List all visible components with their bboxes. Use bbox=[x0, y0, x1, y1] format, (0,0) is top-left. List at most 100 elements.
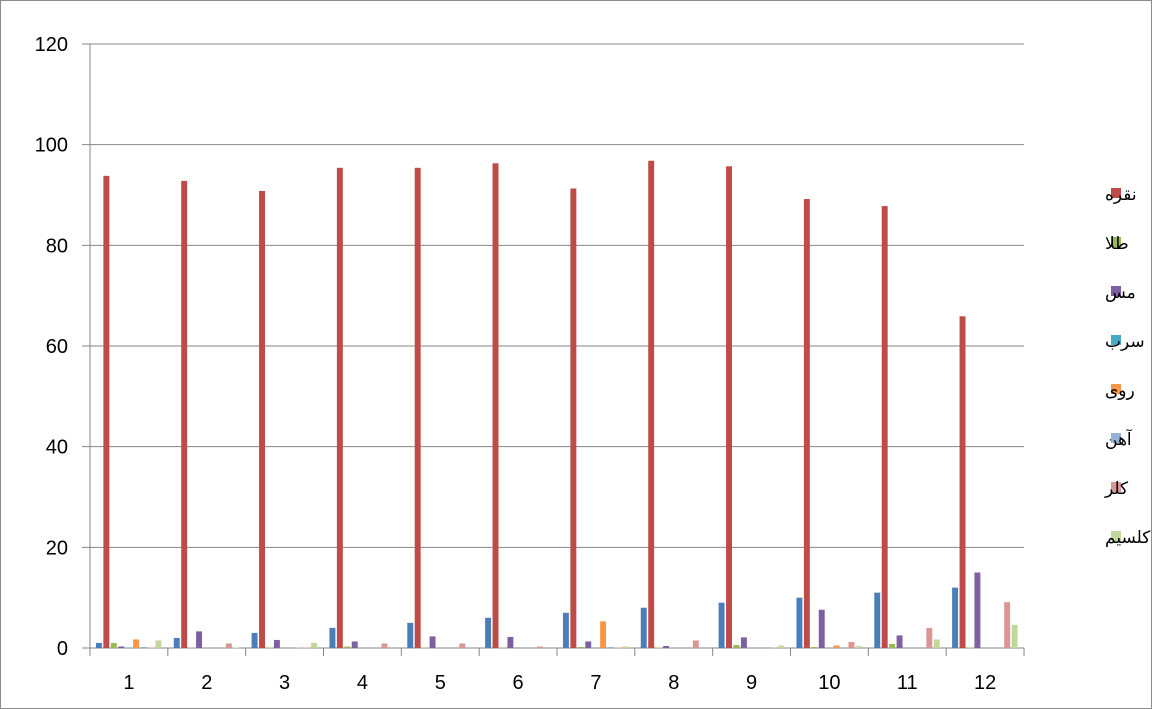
bar bbox=[273, 639, 280, 648]
bar bbox=[155, 640, 162, 648]
bar bbox=[585, 641, 592, 648]
bar bbox=[740, 637, 747, 648]
bar bbox=[344, 646, 351, 648]
bar bbox=[351, 641, 358, 648]
bar bbox=[889, 643, 896, 648]
bar bbox=[196, 631, 203, 648]
bar bbox=[492, 163, 499, 649]
legend-swatch bbox=[1111, 237, 1121, 247]
bar bbox=[140, 646, 147, 648]
bar bbox=[303, 647, 310, 649]
bar bbox=[259, 190, 265, 648]
bar bbox=[181, 180, 188, 648]
x-tick-label: 1 bbox=[123, 672, 134, 694]
legend-swatch bbox=[1111, 531, 1121, 541]
legend-label: کلر bbox=[1104, 479, 1129, 499]
bar bbox=[648, 160, 655, 649]
bar bbox=[507, 636, 514, 648]
legend-label: مس bbox=[1105, 283, 1136, 303]
bar bbox=[952, 587, 959, 648]
x-tick-label: 9 bbox=[746, 672, 757, 694]
x-tick-label: 12 bbox=[974, 672, 996, 694]
bar bbox=[607, 646, 614, 648]
legend-label: روی bbox=[1105, 381, 1135, 401]
bar bbox=[640, 607, 647, 648]
legend: نقره طلا مس سرب روی آهن کلر کلسیم bbox=[1104, 185, 1151, 548]
bar bbox=[974, 572, 981, 648]
legend-swatch bbox=[1111, 384, 1121, 394]
bar bbox=[663, 645, 670, 648]
bar bbox=[570, 188, 577, 648]
bar bbox=[485, 617, 492, 648]
legend-label: طلا bbox=[1105, 234, 1129, 254]
y-tick-label: 0 bbox=[57, 638, 68, 660]
bar bbox=[803, 199, 810, 648]
y-tick-label: 40 bbox=[46, 437, 68, 459]
legend-swatch bbox=[1111, 433, 1121, 443]
bar bbox=[833, 645, 840, 648]
bar bbox=[622, 646, 629, 648]
x-tick-label: 6 bbox=[513, 672, 524, 694]
legend-swatch bbox=[1111, 482, 1121, 492]
bar bbox=[796, 597, 803, 648]
bar bbox=[537, 646, 544, 648]
x-tick-label: 11 bbox=[897, 672, 918, 694]
bar bbox=[311, 642, 318, 648]
bar bbox=[429, 636, 436, 648]
y-tick-label: 100 bbox=[35, 135, 68, 157]
bar bbox=[1004, 602, 1011, 648]
bar bbox=[896, 635, 903, 648]
bar bbox=[296, 647, 303, 649]
bar bbox=[266, 647, 273, 649]
legend-swatch bbox=[1111, 335, 1121, 345]
y-tick-label: 120 bbox=[35, 34, 68, 56]
y-tick-label: 20 bbox=[46, 537, 68, 559]
bar bbox=[329, 627, 336, 648]
bar bbox=[811, 646, 818, 648]
bar bbox=[959, 316, 966, 648]
legend-swatch bbox=[1111, 188, 1121, 198]
bar bbox=[855, 645, 862, 648]
bar bbox=[499, 647, 506, 649]
x-tick-label: 7 bbox=[590, 672, 601, 694]
bar bbox=[718, 602, 725, 648]
bar bbox=[733, 644, 740, 648]
bar bbox=[103, 175, 110, 648]
x-tick-label: 3 bbox=[279, 672, 290, 694]
bar bbox=[966, 647, 973, 649]
axes bbox=[89, 44, 1025, 656]
legend-label: کلسیم bbox=[1105, 528, 1151, 548]
bar bbox=[95, 642, 102, 648]
bar bbox=[110, 642, 117, 648]
bar bbox=[336, 167, 343, 648]
bar bbox=[615, 647, 621, 649]
bar bbox=[881, 206, 888, 648]
bar bbox=[692, 640, 699, 648]
gridlines bbox=[82, 43, 1024, 649]
y-tick-label: 80 bbox=[46, 235, 68, 257]
bar bbox=[381, 643, 388, 648]
legend-label: نقره bbox=[1105, 185, 1137, 205]
bar bbox=[118, 646, 125, 648]
x-tick-label: 2 bbox=[201, 672, 212, 694]
bar bbox=[818, 609, 825, 648]
x-tick-label: 8 bbox=[668, 672, 679, 694]
bar bbox=[926, 627, 933, 648]
bar bbox=[188, 647, 195, 649]
bar bbox=[770, 647, 777, 649]
legend-label: آهن bbox=[1105, 428, 1133, 450]
bar bbox=[225, 643, 232, 648]
bar bbox=[414, 167, 421, 648]
bar bbox=[778, 645, 785, 648]
bar bbox=[148, 647, 154, 649]
bar bbox=[251, 632, 258, 648]
bar bbox=[577, 646, 584, 648]
bar bbox=[562, 612, 569, 648]
bar bbox=[874, 592, 881, 648]
bar bbox=[600, 621, 607, 648]
legend-label: سرب bbox=[1105, 332, 1145, 352]
bar bbox=[407, 622, 414, 648]
y-tick-label: 60 bbox=[46, 336, 68, 358]
